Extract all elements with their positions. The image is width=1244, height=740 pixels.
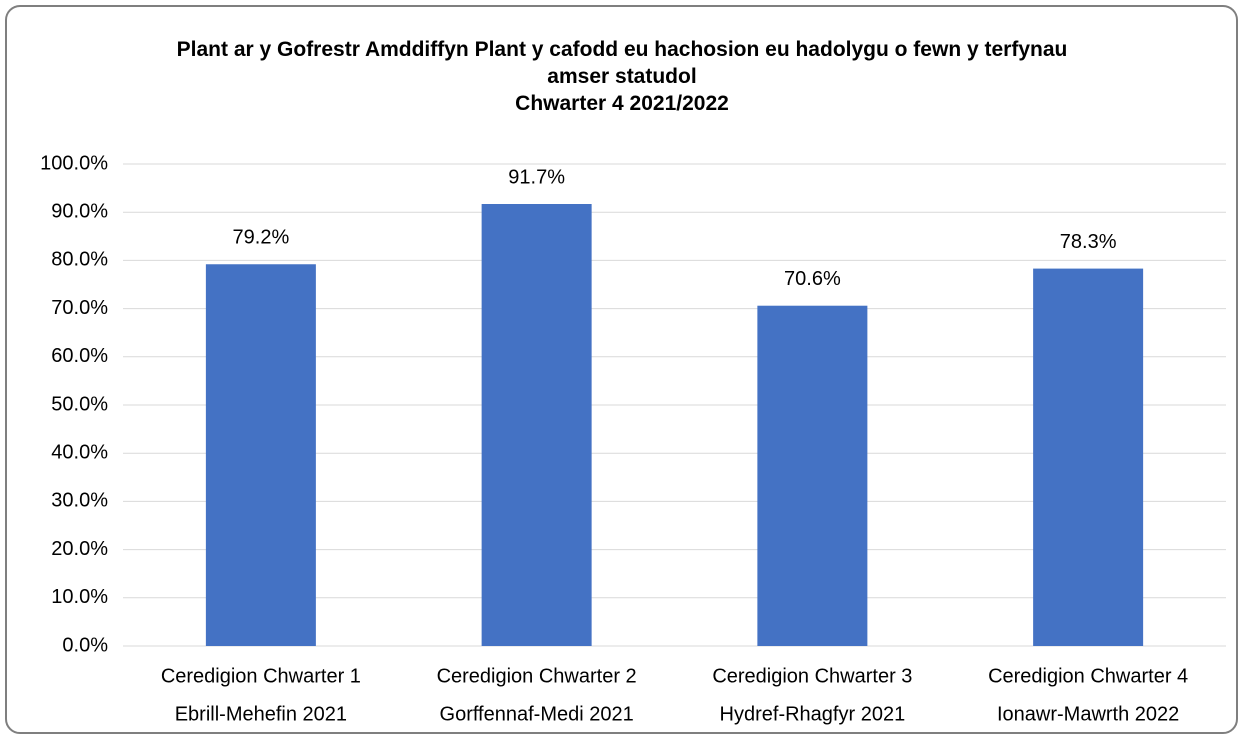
y-tick-label: 0.0% xyxy=(62,634,108,656)
title-block: Plant ar y Gofrestr Amddiffyn Plant y ca… xyxy=(122,36,1122,117)
x-tick-label: Gorffennaf-Medi 2021 xyxy=(440,703,634,725)
bar xyxy=(481,204,592,647)
y-tick-label: 10.0% xyxy=(51,586,108,608)
value-label: 79.2% xyxy=(233,227,290,249)
x-tick-label: Ceredigion Chwarter 1 xyxy=(161,665,361,687)
bar xyxy=(1033,268,1144,646)
x-tick-label: Ceredigion Chwarter 4 xyxy=(988,665,1188,687)
value-label: 78.3% xyxy=(1060,231,1117,253)
y-tick-label: 60.0% xyxy=(51,345,108,367)
bar xyxy=(757,305,868,646)
y-tick-label: 70.0% xyxy=(51,297,108,319)
x-tick-label: Hydref-Rhagfyr 2021 xyxy=(720,703,906,725)
y-tick-label: 50.0% xyxy=(51,393,108,415)
y-tick-label: 40.0% xyxy=(51,441,108,463)
chart-subtitle: Chwarter 4 2021/2022 xyxy=(515,92,729,115)
bar xyxy=(205,264,316,646)
y-tick-label: 80.0% xyxy=(51,249,108,271)
value-label: 70.6% xyxy=(784,268,841,290)
y-tick-label: 100.0% xyxy=(40,152,108,174)
y-tick-label: 20.0% xyxy=(51,538,108,560)
x-tick-label: Ionawr-Mawrth 2022 xyxy=(997,703,1179,725)
x-tick-label: Ceredigion Chwarter 3 xyxy=(712,665,912,687)
chart-title: Plant ar y Gofrestr Amddiffyn Plant y ca… xyxy=(176,38,1068,88)
y-tick-label: 30.0% xyxy=(51,490,108,512)
x-tick-label: Ebrill-Mehefin 2021 xyxy=(175,703,347,725)
value-label: 91.7% xyxy=(508,166,565,188)
x-tick-label: Ceredigion Chwarter 2 xyxy=(437,665,637,687)
y-tick-label: 90.0% xyxy=(51,200,108,222)
